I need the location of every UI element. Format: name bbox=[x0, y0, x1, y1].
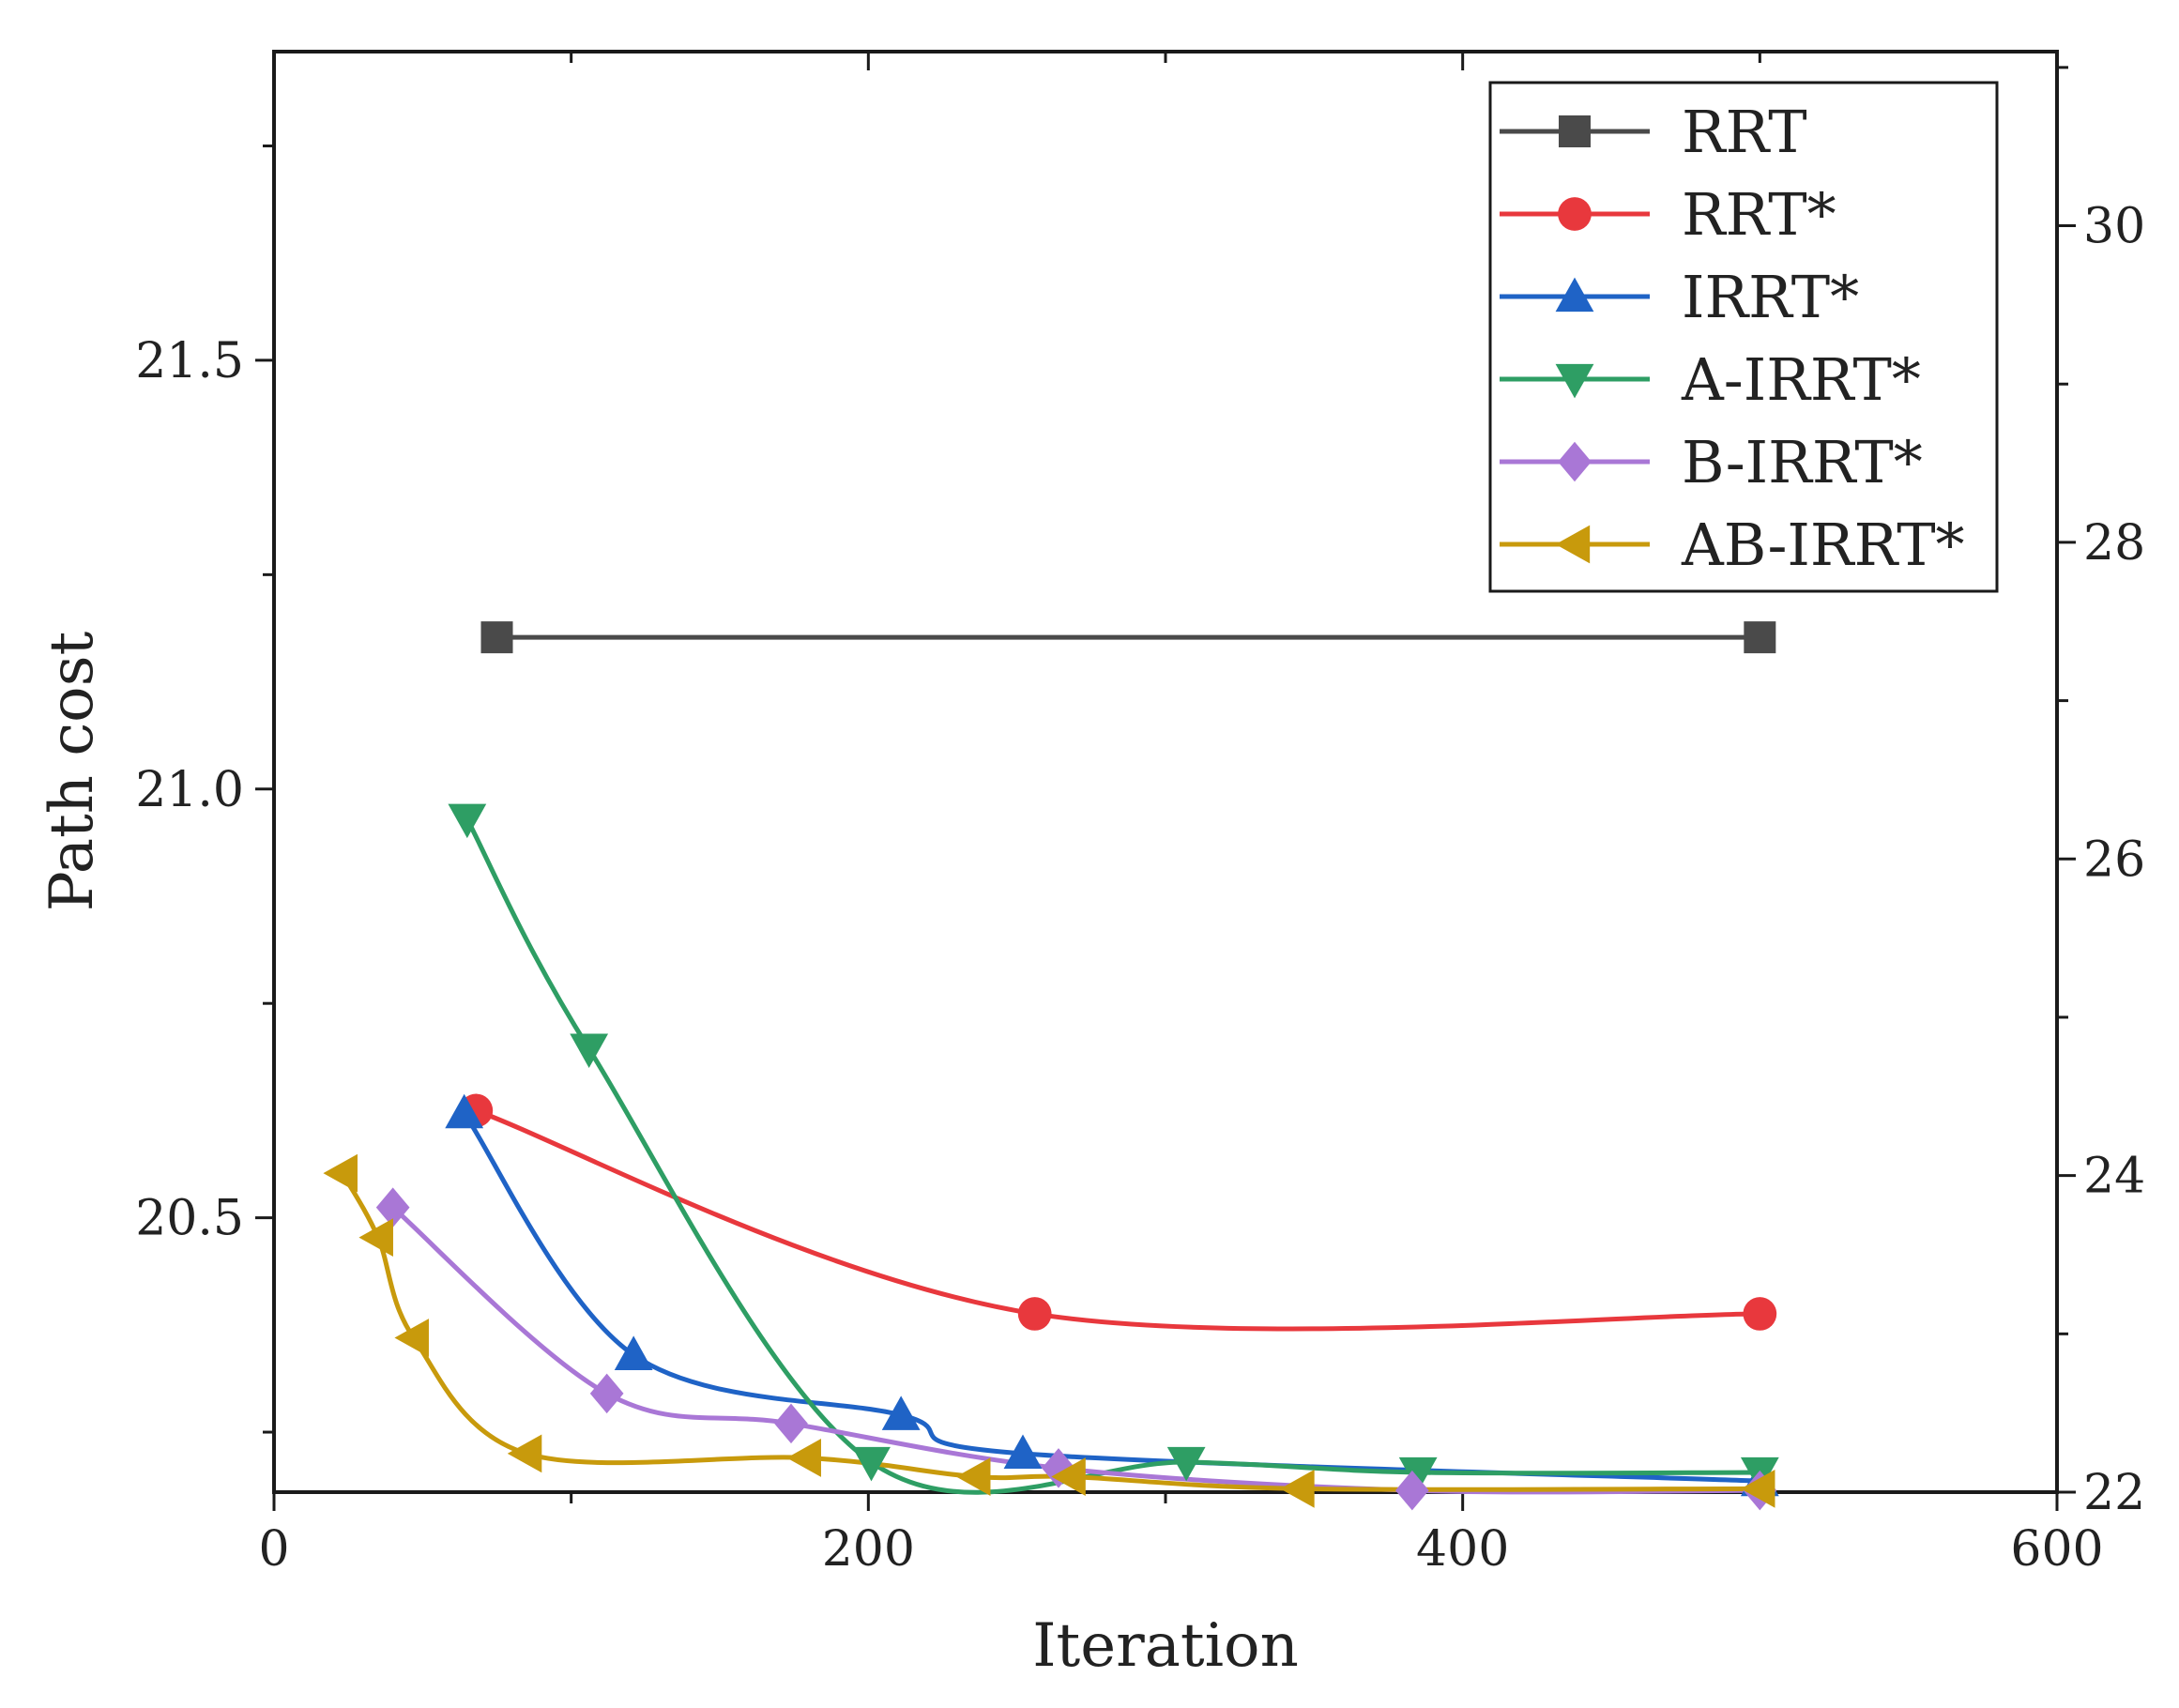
series-line-ab-irrt-star bbox=[340, 1171, 1760, 1492]
series-lines bbox=[340, 634, 1760, 1495]
legend-marker-rrt bbox=[1559, 115, 1591, 147]
data-point-ab-irrt-star bbox=[955, 1457, 991, 1496]
data-point-irrt-star bbox=[881, 1395, 921, 1430]
series-markers bbox=[323, 621, 1779, 1511]
y2-tick-label: 24 bbox=[2083, 1149, 2145, 1205]
series-line-b-irrt-star bbox=[391, 1205, 1760, 1495]
data-point-ab-irrt-star bbox=[1051, 1457, 1086, 1496]
data-point-b-irrt-star bbox=[774, 1403, 808, 1444]
tick-labels: 0 200 400 600 20.5 21.0 21.5 22 24 26 28 30 bbox=[135, 199, 2145, 1578]
data-point-rrt-star bbox=[1743, 1297, 1777, 1331]
legend-label-b-irrt-star: B-IRRT* bbox=[1682, 428, 1923, 496]
y-tick-label: 21.5 bbox=[135, 333, 244, 389]
legend-box bbox=[1488, 81, 1999, 593]
legend-marker-b-irrt-star bbox=[1558, 441, 1592, 482]
legend-label-a-irrt-star: A-IRRT* bbox=[1681, 345, 1921, 414]
y-tick-label: 21.0 bbox=[135, 762, 244, 818]
y2-tick-label: 22 bbox=[2083, 1465, 2145, 1521]
legend-label-ab-irrt-star: AB-IRRT* bbox=[1681, 511, 1965, 579]
legend-marker-ab-irrt-star bbox=[1555, 525, 1591, 564]
axis-ticks bbox=[255, 52, 2076, 1511]
data-point-rrt bbox=[1744, 621, 1776, 654]
series-line-a-irrt-star bbox=[465, 817, 1760, 1495]
data-point-b-irrt-star bbox=[1042, 1448, 1075, 1488]
legend: RRT RRT* IRRT* A-IRRT* B-IRRT* AB-IRRT* bbox=[1488, 81, 1999, 593]
x-tick-label: 0 bbox=[258, 1521, 289, 1578]
data-point-irrt-star bbox=[614, 1335, 653, 1370]
data-point-ab-irrt-star bbox=[358, 1218, 393, 1258]
legend-label-rrt: RRT bbox=[1682, 98, 1807, 166]
series-line-rrt-star bbox=[475, 1108, 1760, 1332]
data-point-rrt bbox=[480, 621, 513, 654]
data-point-a-irrt-star bbox=[1398, 1456, 1438, 1492]
x-tick-label: 200 bbox=[822, 1521, 915, 1578]
legend-marker-a-irrt-star bbox=[1555, 363, 1594, 399]
y-tick-label: 20.5 bbox=[135, 1191, 244, 1247]
y2-tick-label: 30 bbox=[2083, 199, 2145, 255]
x-tick-label: 600 bbox=[2010, 1521, 2103, 1578]
data-point-a-irrt-star bbox=[570, 1033, 609, 1069]
data-point-ab-irrt-star bbox=[323, 1153, 358, 1193]
data-point-irrt-star bbox=[445, 1093, 484, 1129]
data-point-b-irrt-star bbox=[1394, 1470, 1429, 1511]
data-point-ab-irrt-star bbox=[507, 1434, 542, 1473]
data-point-a-irrt-star bbox=[852, 1446, 891, 1482]
data-point-ab-irrt-star bbox=[1280, 1469, 1315, 1508]
legend-label-rrt-star: RRT* bbox=[1682, 180, 1836, 249]
data-point-ab-irrt-star bbox=[1740, 1469, 1775, 1508]
data-point-irrt-star bbox=[1003, 1434, 1043, 1470]
data-point-b-irrt-star bbox=[589, 1373, 624, 1414]
x-tick-label: 400 bbox=[1416, 1521, 1509, 1578]
y-axis-label: Path cost bbox=[38, 631, 107, 911]
x-axis-label: Iteration bbox=[1032, 1611, 1299, 1681]
data-point-a-irrt-star bbox=[448, 803, 487, 839]
y2-tick-label: 26 bbox=[2083, 831, 2145, 888]
data-point-rrt-star bbox=[1017, 1297, 1052, 1331]
data-point-ab-irrt-star bbox=[394, 1319, 429, 1357]
legend-label-irrt-star: IRRT* bbox=[1682, 263, 1859, 331]
data-point-a-irrt-star bbox=[1166, 1446, 1206, 1482]
y2-tick-label: 28 bbox=[2083, 515, 2145, 572]
data-point-ab-irrt-star bbox=[786, 1439, 821, 1477]
legend-marker-irrt-star bbox=[1555, 277, 1594, 313]
legend-marker-rrt-star bbox=[1558, 197, 1592, 231]
data-point-b-irrt-star bbox=[375, 1187, 410, 1228]
